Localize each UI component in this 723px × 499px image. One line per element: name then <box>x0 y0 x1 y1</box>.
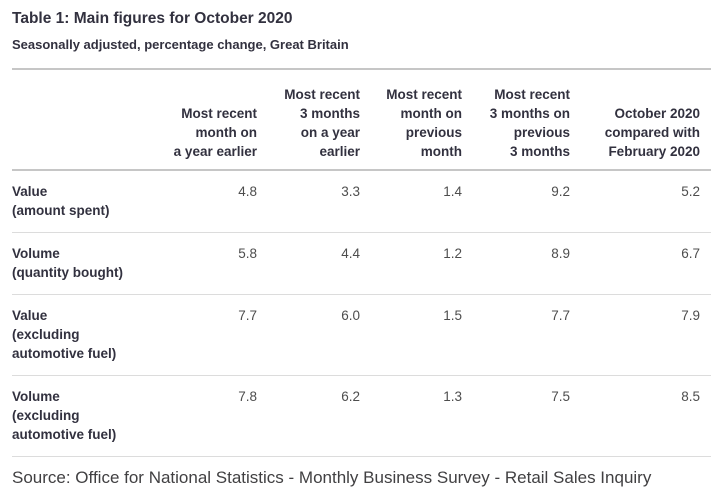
cell: 6.2 <box>257 375 360 457</box>
cell: 7.7 <box>162 294 257 376</box>
page-subtitle: Seasonally adjusted, percentage change, … <box>12 37 349 52</box>
row-label: Volume (quantity bought) <box>12 232 162 295</box>
cell: 7.5 <box>462 375 570 457</box>
cell: 5.8 <box>162 232 257 295</box>
table-row: Volume (excluding automotive fuel) 7.8 6… <box>12 375 711 457</box>
cell: 1.5 <box>360 294 462 376</box>
row-label: Volume (excluding automotive fuel) <box>12 375 162 457</box>
cell: 6.0 <box>257 294 360 376</box>
header-row: Most recent month on a year earlier Most… <box>12 69 711 171</box>
cell: 1.3 <box>360 375 462 457</box>
column-header-3months-on-year: Most recent 3 months on a year earlier <box>257 69 360 171</box>
cell: 9.2 <box>462 170 570 233</box>
column-header-month-on-year: Most recent month on a year earlier <box>162 69 257 171</box>
cell: 7.9 <box>570 294 711 376</box>
cell: 6.7 <box>570 232 711 295</box>
main-figures-table: Most recent month on a year earlier Most… <box>12 68 711 457</box>
cell: 5.2 <box>570 170 711 233</box>
column-header-oct-vs-feb: October 2020 compared with February 2020 <box>570 69 711 171</box>
row-label: Value (excluding automotive fuel) <box>12 294 162 376</box>
table-row: Volume (quantity bought) 5.8 4.4 1.2 8.9… <box>12 232 711 295</box>
corner-cell <box>12 69 162 171</box>
cell: 1.4 <box>360 170 462 233</box>
table-row: Value (excluding automotive fuel) 7.7 6.… <box>12 294 711 376</box>
column-header-3months-on-3months: Most recent 3 months on previous 3 month… <box>462 69 570 171</box>
cell: 8.9 <box>462 232 570 295</box>
table-row: Value (amount spent) 4.8 3.3 1.4 9.2 5.2 <box>12 170 711 233</box>
cell: 8.5 <box>570 375 711 457</box>
cell: 7.8 <box>162 375 257 457</box>
cell: 7.7 <box>462 294 570 376</box>
page-title: Table 1: Main figures for October 2020 <box>12 10 293 27</box>
column-header-month-on-month: Most recent month on previous month <box>360 69 462 171</box>
row-label: Value (amount spent) <box>12 170 162 233</box>
cell: 4.8 <box>162 170 257 233</box>
cell: 4.4 <box>257 232 360 295</box>
cell: 1.2 <box>360 232 462 295</box>
cell: 3.3 <box>257 170 360 233</box>
source-note: Source: Office for National Statistics -… <box>12 468 652 487</box>
page: Table 1: Main figures for October 2020 S… <box>12 10 711 487</box>
